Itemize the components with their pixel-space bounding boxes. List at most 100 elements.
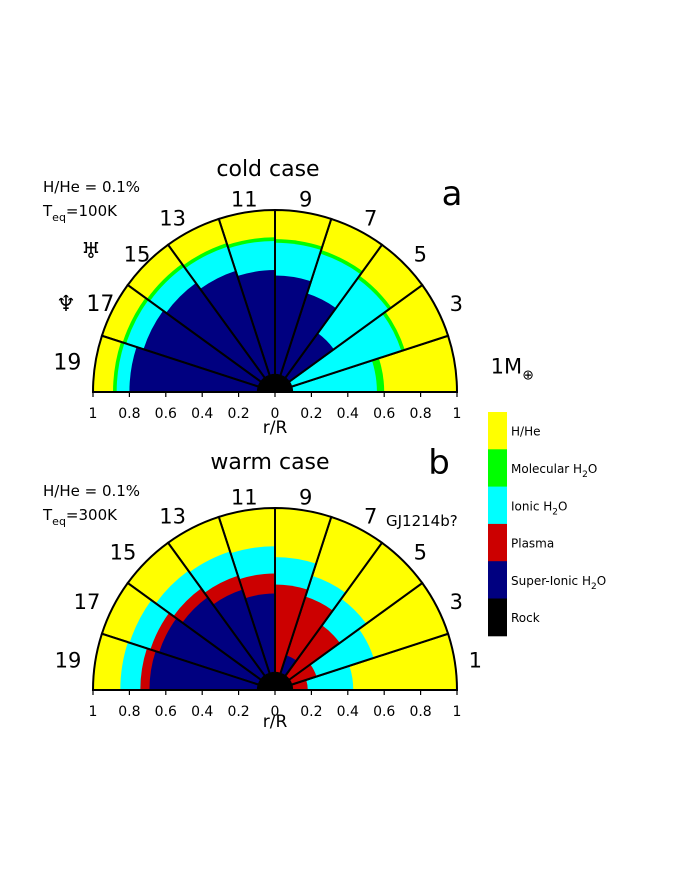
x-tick-label: 1 [453, 406, 462, 422]
wedge-mass-17 [100, 581, 276, 691]
legend-swatch [488, 412, 507, 450]
legend-item-hhe: H/He [488, 412, 540, 450]
mass-label-3: 3 [450, 590, 463, 614]
mass-label-9: 9 [299, 485, 312, 509]
x-tick-label: 0.6 [373, 406, 395, 422]
wedge-mass-9 [274, 506, 333, 691]
wedge-mass-7 [274, 515, 384, 691]
x-tick-label: 0.8 [409, 406, 431, 422]
legend-item-superionic: Super-Ionic H2O [488, 561, 606, 599]
mass-label-17: 17 [74, 590, 101, 614]
x-tick-label: 0.2 [300, 406, 322, 422]
wedge-mass-19 [91, 632, 276, 691]
mass-label-17: 17 [86, 292, 114, 317]
x-tick-label: 0.4 [191, 406, 213, 422]
x-tick-label: 0.8 [118, 406, 140, 422]
x-tick-label: 0.8 [409, 704, 431, 720]
wedge-mass-17 [100, 283, 276, 393]
panel-b-wedges [91, 506, 459, 691]
layer-superionic [275, 333, 334, 392]
panel-a-x-ticks: 1 0.8 0.6 0.4 0.2 0 0.2 0.4 0.6 0.8 1 [89, 391, 462, 422]
mass-label-1: 1M⊕ [491, 354, 534, 383]
mass-label-5: 5 [414, 242, 427, 266]
panel-b-xlabel: r/R [263, 712, 288, 732]
layer-superionic [182, 597, 275, 690]
mass-label-13: 13 [159, 206, 186, 230]
wedge-mass-7 [274, 217, 384, 393]
legend-swatch [488, 561, 507, 599]
mass-label-13: 13 [159, 504, 186, 528]
x-tick-label: 0.2 [227, 406, 249, 422]
neptune-symbol-icon: ♆ [56, 292, 76, 317]
panel-b-title: warm case [210, 450, 329, 475]
panel-b-hhe-fraction: H/He = 0.1% [43, 482, 140, 500]
gj1214b-annotation: GJ1214b? [386, 512, 458, 530]
panel-b-teq: Teq=300K [42, 506, 118, 528]
layer-ionic [275, 313, 402, 392]
legend-item-molecular: Molecular H2O [488, 449, 597, 488]
mass-label-19: 19 [55, 648, 82, 672]
legend-swatch [488, 523, 507, 562]
mass-label-1: 1 [469, 648, 482, 672]
layer-superionic [200, 270, 275, 392]
mass-label-5: 5 [414, 540, 427, 564]
x-tick-label: 0.6 [373, 704, 395, 720]
mass-label-19: 19 [53, 350, 81, 375]
mass-label-15: 15 [124, 242, 151, 266]
legend-label: Ionic H2O [511, 499, 567, 517]
panel-b-x-ticks: 1 0.8 0.6 0.4 0.2 0 0.2 0.4 0.6 0.8 1 [89, 689, 461, 720]
legend: H/He Molecular H2O Ionic H2O Plasma Super-Io… [488, 412, 606, 637]
x-tick-label: 0.2 [300, 704, 322, 720]
panel-a-teq: Teq=100K [42, 202, 118, 224]
x-tick-label: 0.2 [227, 704, 249, 720]
layer-superionic [166, 283, 275, 392]
x-tick-label: 1 [89, 704, 98, 720]
uranus-symbol-icon: ♅ [81, 239, 101, 264]
legend-item-plasma: Plasma [488, 523, 554, 562]
legend-item-ionic: Ionic H2O [488, 486, 567, 525]
layer-superionic [212, 589, 275, 690]
mass-label-3: 3 [450, 292, 463, 316]
x-tick-label: 0.8 [118, 704, 140, 720]
legend-label: Super-Ionic H2O [511, 574, 606, 592]
layer-superionic [275, 293, 336, 392]
legend-label: Rock [511, 611, 540, 625]
x-tick-label: 0 [271, 704, 280, 720]
legend-label: Plasma [511, 537, 554, 551]
panel-b-letter: b [428, 443, 450, 483]
x-tick-label: 1 [89, 406, 98, 422]
x-tick-label: 0.4 [337, 406, 359, 422]
mass-label-11: 11 [231, 485, 258, 509]
layer-superionic [159, 618, 275, 690]
panel-a-xlabel: r/R [263, 418, 288, 438]
legend-label: H/He [511, 425, 540, 439]
panel-a-hhe-fraction: H/He = 0.1% [43, 178, 140, 196]
legend-swatch [488, 486, 507, 525]
panel-a-wedges [91, 208, 459, 393]
wedge-mass-5 [274, 243, 424, 393]
layer-superionic [143, 310, 275, 392]
x-tick-label: 0.4 [337, 704, 359, 720]
panel-a-title: cold case [216, 157, 319, 182]
legend-swatch [488, 449, 507, 488]
x-tick-label: 0.6 [155, 704, 177, 720]
x-tick-label: 0.4 [191, 704, 213, 720]
panel-a: 1M⊕ 3 5 7 9 11 13 15 17 19 1 0.8 0.6 0.4 0.2 0 0.2 0.4 0.… [42, 157, 534, 438]
legend-label: Molecular H2O [511, 462, 597, 480]
x-tick-label: 0 [271, 406, 280, 422]
panel-a-mass-labels: 1M⊕ 3 5 7 9 11 13 15 17 19 [53, 187, 533, 383]
mass-label-7: 7 [364, 206, 377, 230]
mass-label-11: 11 [231, 187, 258, 211]
wedge-mass-13 [166, 217, 276, 393]
legend-swatch [488, 598, 507, 637]
legend-item-rock: Rock [488, 598, 540, 637]
layer-plasma [275, 625, 340, 690]
wedge-mass-13 [166, 515, 276, 691]
x-tick-label: 0.6 [155, 406, 177, 422]
wedge-mass-19 [91, 334, 276, 393]
panel-a-letter: a [442, 174, 463, 214]
wedge-mass-5 [274, 541, 424, 691]
mass-label-7: 7 [364, 504, 377, 528]
